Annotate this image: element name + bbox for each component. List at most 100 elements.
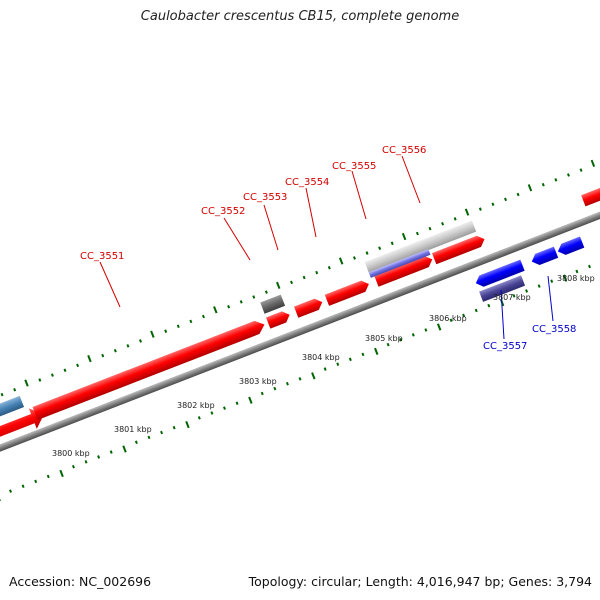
minor-tick xyxy=(474,308,478,313)
minor-tick xyxy=(588,264,591,269)
minor-tick xyxy=(453,217,457,221)
gene-cc-3550-fwd[interactable] xyxy=(0,404,48,446)
gene-cc-3558-a[interactable] xyxy=(530,246,559,268)
minor-tick xyxy=(566,173,570,177)
gene-label-cc-3551: CC_3551 xyxy=(80,251,124,262)
kbp-label: 3805 kbp xyxy=(365,334,403,343)
minor-tick xyxy=(554,178,558,182)
minor-tick xyxy=(46,474,50,479)
feature-steelblue[interactable] xyxy=(0,395,25,426)
minor-tick xyxy=(449,318,453,323)
minor-tick xyxy=(176,324,180,329)
minor-tick xyxy=(424,328,428,332)
minor-tick xyxy=(315,270,319,275)
minor-tick xyxy=(101,353,105,358)
minor-tick xyxy=(504,197,507,202)
minor-tick xyxy=(164,329,168,333)
gene-cc-3559-fwd[interactable] xyxy=(581,179,600,207)
feature-darkblue[interactable] xyxy=(479,275,526,302)
minor-tick xyxy=(579,168,583,172)
major-tick xyxy=(248,396,253,404)
minor-tick xyxy=(235,401,239,406)
kbp-label: 3804 kbp xyxy=(302,353,340,362)
major-tick xyxy=(527,184,533,192)
gene-cc-3553[interactable] xyxy=(293,296,324,318)
gene-label-cc-3556: CC_3556 xyxy=(382,145,426,156)
major-tick xyxy=(276,281,281,290)
major-tick xyxy=(213,306,218,314)
minor-tick xyxy=(428,226,432,231)
minor-tick xyxy=(336,362,340,366)
gene-cc-3557[interactable] xyxy=(474,259,525,289)
minor-tick xyxy=(84,460,88,464)
minor-tick xyxy=(0,392,4,397)
gene-cc-3554[interactable] xyxy=(324,278,371,306)
minor-tick xyxy=(348,357,352,362)
minor-tick xyxy=(537,284,541,288)
minor-tick xyxy=(21,484,25,488)
kbp-label: 3803 kbp xyxy=(239,377,277,386)
kbp-label: 3802 kbp xyxy=(177,401,215,410)
minor-tick xyxy=(525,289,529,293)
gene-label-cc-3558: CC_3558 xyxy=(532,324,576,335)
gene-label-cc-3553: CC_3553 xyxy=(243,192,287,203)
minor-tick xyxy=(260,391,264,396)
minor-tick xyxy=(172,425,176,430)
minor-tick xyxy=(223,406,226,410)
minor-tick xyxy=(71,464,75,469)
major-tick xyxy=(87,354,92,363)
minor-tick xyxy=(575,269,579,274)
minor-tick xyxy=(134,440,138,445)
minor-tick xyxy=(415,231,419,236)
minor-tick xyxy=(252,295,256,299)
minor-tick xyxy=(147,435,151,440)
major-tick xyxy=(24,379,29,387)
gene-cc-3555[interactable] xyxy=(374,254,434,287)
gene-cc-3556[interactable] xyxy=(431,234,487,265)
outer-tick-row xyxy=(0,159,596,397)
minor-tick xyxy=(160,430,164,435)
minor-tick xyxy=(302,275,306,280)
gene-label-cc-3554: CC_3554 xyxy=(285,177,329,188)
major-tick xyxy=(122,445,127,453)
feature-lavender[interactable] xyxy=(368,249,431,278)
major-tick xyxy=(150,330,155,338)
major-tick xyxy=(185,421,190,429)
gene-cc-3558-b[interactable] xyxy=(556,236,585,257)
minor-tick xyxy=(512,294,516,298)
forward-callouts xyxy=(99,155,421,308)
minor-tick xyxy=(365,251,369,255)
kbp-label: 3806 kbp xyxy=(429,314,467,323)
minor-tick xyxy=(210,411,214,415)
minor-tick xyxy=(378,246,382,250)
minor-tick xyxy=(390,241,394,246)
minor-tick xyxy=(63,368,67,372)
minor-tick xyxy=(491,202,495,207)
kbp-label: 3800 kbp xyxy=(52,449,90,458)
minor-tick xyxy=(97,455,101,459)
minor-tick xyxy=(386,342,390,347)
minor-tick xyxy=(197,416,201,420)
minor-tick xyxy=(462,313,466,318)
minor-tick xyxy=(541,182,545,187)
minor-tick xyxy=(38,378,42,382)
gene-cc-3552[interactable] xyxy=(266,309,292,329)
minor-tick xyxy=(285,381,289,386)
feature-darkgray[interactable] xyxy=(260,294,286,314)
major-tick xyxy=(311,372,316,380)
accession-text: Accession: NC_002696 xyxy=(9,574,152,589)
minor-tick xyxy=(478,207,482,211)
gene-label-cc-3557: CC_3557 xyxy=(483,341,527,352)
genome-title: Caulobacter crescentus CB15, complete ge… xyxy=(140,9,460,24)
minor-tick xyxy=(239,300,243,304)
major-tick xyxy=(436,323,442,331)
minor-tick xyxy=(298,377,302,381)
gene-cc-3551[interactable] xyxy=(32,318,267,420)
major-tick xyxy=(590,159,596,167)
minor-tick xyxy=(441,222,445,226)
minor-tick xyxy=(516,192,520,197)
minor-tick xyxy=(487,303,491,308)
gene-label-cc-3552: CC_3552 xyxy=(201,206,245,217)
feature-lightgray[interactable] xyxy=(364,220,477,274)
